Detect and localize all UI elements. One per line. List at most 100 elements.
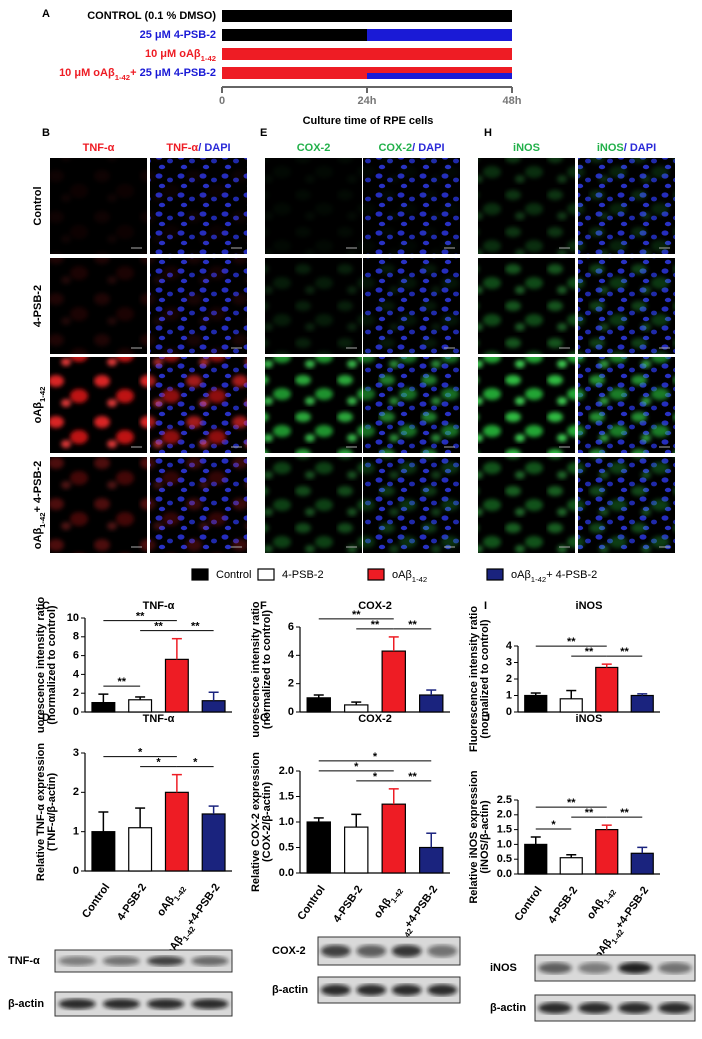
column-header: iNOS/ DAPI (597, 142, 656, 154)
significance-label: ** (352, 609, 361, 621)
x-category-label-part: 1-42 (172, 885, 188, 903)
significance-label: * (193, 757, 198, 769)
blot-band (191, 956, 229, 966)
blot-band (391, 984, 422, 996)
y-tick-label: 6 (73, 650, 79, 662)
y-tick-label: 2 (506, 673, 512, 685)
panel-letter: J (484, 712, 490, 724)
error-bar (313, 694, 324, 698)
stain-overlay (363, 457, 460, 553)
error-bar (351, 701, 362, 705)
legend-label: oAβ1-42+ 4-PSB-2 (511, 569, 597, 584)
y-axis-label: uorescence intensity ratio (250, 601, 262, 738)
bar (344, 704, 369, 713)
timeline-label-part: 25 μM 4-PSB-2 (140, 29, 216, 41)
blot-label: iNOS (490, 962, 517, 974)
column-header-part: iNOS (597, 142, 624, 154)
row-label: Control (32, 186, 44, 225)
y-tick-label: 0.0 (279, 867, 294, 879)
timeline-label: 10 μM oAβ1-42+ 25 μM 4-PSB-2 (59, 67, 216, 82)
y-tick-label: 2.0 (497, 809, 512, 821)
stain-overlay (150, 158, 247, 254)
timeline-label-part: + (130, 67, 136, 79)
y-axis-label: (normalized to control) (46, 605, 58, 725)
error-bar (171, 637, 182, 660)
bar (381, 803, 406, 874)
y-tick-label: 0.0 (497, 868, 512, 880)
blot-band (427, 944, 458, 958)
significance-label: ** (408, 771, 417, 783)
blot-band (58, 998, 96, 1010)
blot-label: β-actin (490, 1002, 526, 1014)
micrograph (478, 357, 575, 453)
significance-label: * (354, 761, 359, 773)
micrograph (363, 258, 460, 354)
blot-band (578, 1002, 612, 1014)
significance-label: ** (585, 807, 594, 819)
significance-label: ** (154, 621, 163, 633)
bar (91, 701, 116, 713)
timeline-label-part: 25 μM 4-PSB-2 (137, 67, 216, 79)
micrograph (363, 457, 460, 553)
legend-label-part: 4-PSB-2 (282, 569, 324, 581)
significance-label: ** (620, 807, 629, 819)
x-category-label: oAβ1-42 (372, 884, 405, 923)
micrograph (478, 258, 575, 354)
stain-overlay (150, 457, 247, 553)
error-bar (566, 689, 577, 699)
row-label-part: oAβ (32, 402, 44, 424)
western-blot (534, 954, 696, 982)
panel-letter: D (42, 712, 50, 724)
row-label: oAβ1-42 (32, 387, 47, 424)
y-tick-label: 3 (506, 656, 512, 668)
y-axis-label: (iNOS/β-actin) (479, 800, 491, 874)
blot-band (58, 956, 96, 966)
bar (201, 813, 226, 872)
error-bar (601, 663, 612, 668)
y-axis-label: Fluorescence intensity ratio (468, 606, 480, 752)
y-tick-label: 8 (73, 631, 79, 643)
error-bar (135, 696, 146, 700)
micrograph (265, 158, 362, 254)
row-label-part: 1-42 (38, 387, 47, 402)
stain-overlay (50, 158, 147, 254)
error-bar (566, 854, 577, 858)
y-tick-label: 1.0 (279, 816, 294, 828)
timeline-label-part: 1-42 (115, 73, 130, 82)
x-category-label-part: +4-PSB-2 (185, 882, 223, 929)
micrograph (363, 158, 460, 254)
stain-overlay (363, 158, 460, 254)
bar (630, 694, 654, 713)
x-category-label: oAβ1-42 (155, 882, 188, 921)
y-tick-label: 3 (73, 747, 79, 759)
y-axis-label: Relative COX-2 expression (250, 752, 262, 892)
y-tick-label: 6 (288, 621, 294, 633)
western-blot (54, 949, 233, 973)
bar (595, 666, 619, 713)
error-bar (530, 692, 541, 696)
blot-band (356, 944, 387, 958)
row-label: 4-PSB-2 (32, 285, 44, 327)
significance-label: * (373, 771, 378, 783)
stain-overlay (578, 258, 675, 354)
panel-letter: E (260, 127, 267, 139)
bar (306, 821, 331, 874)
panel-letter: F (260, 600, 267, 612)
error-bar (208, 691, 219, 701)
error-bar (171, 773, 182, 793)
timeline-tick-label: 48h (503, 95, 522, 107)
x-category-label: oAβ1-42+4-PSB-2 (164, 882, 225, 960)
x-category-label: 4-PSB-2 (115, 882, 149, 923)
significance-label: ** (136, 611, 145, 623)
bar (559, 698, 583, 713)
y-tick-label: 0 (73, 706, 79, 718)
legend-swatch (191, 568, 209, 581)
chart-title: TNF-α (143, 713, 175, 725)
y-axis-label: (COX-2/β-actin) (261, 782, 273, 862)
micrograph (265, 457, 362, 553)
legend-swatch (486, 568, 504, 581)
micrograph (363, 357, 460, 453)
y-tick-label: 4 (288, 649, 295, 661)
error-bar (426, 689, 437, 695)
y-tick-label: 0.5 (279, 841, 294, 853)
